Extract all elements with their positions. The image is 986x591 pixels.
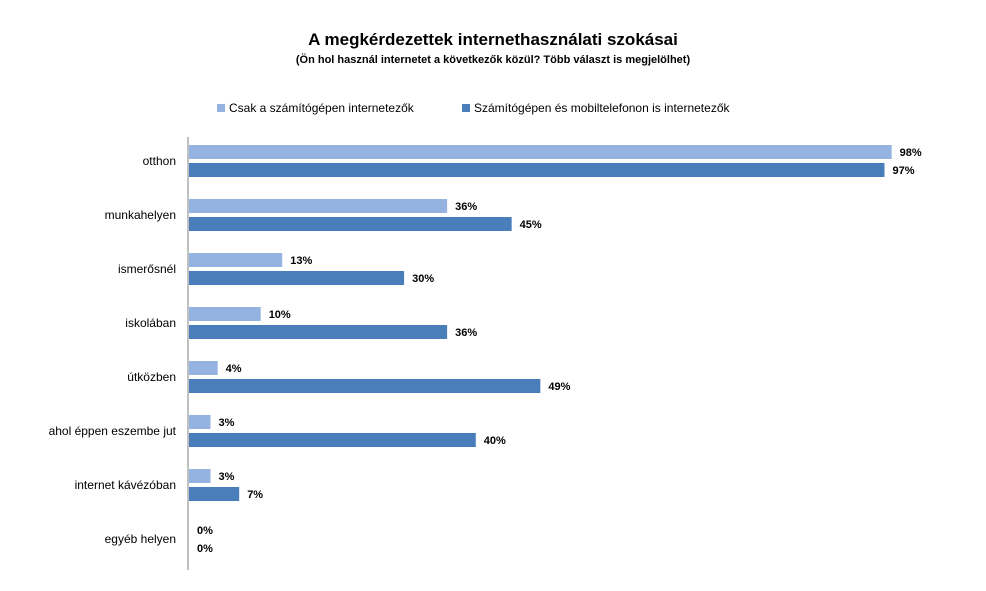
bar [189,217,512,231]
data-label: 49% [548,381,570,393]
data-label: 36% [455,327,477,339]
data-label: 10% [269,309,291,321]
bar [189,145,892,159]
bar [189,199,448,213]
data-label: 0% [197,543,213,555]
legend-label-series-2: Számítógépen és mobiltelefonon is intern… [474,101,730,115]
data-label: 3% [219,417,235,429]
category-label: egyéb helyen [105,532,176,546]
data-label: 36% [455,201,477,213]
bar [189,253,283,267]
data-label: 13% [290,255,312,267]
bar [189,469,211,483]
data-label: 30% [412,273,434,285]
category-label: internet kávézóban [75,478,176,492]
data-label: 45% [520,219,542,231]
bar [189,163,885,177]
bar [189,307,261,321]
category-label: útközben [127,370,176,384]
bar [189,487,240,501]
legend-item-series-2: Számítógépen és mobiltelefonon is intern… [462,101,730,115]
chart-subtitle: (Ön hol használ internetet a következők … [295,54,691,66]
bar [189,271,405,285]
legend: Csak a számítógépen internetezők Számító… [0,101,986,117]
category-label: ismerősnél [118,262,176,276]
data-label: 3% [219,471,235,483]
bar [189,433,476,447]
bar [189,325,448,339]
bar [189,415,211,429]
data-label: 40% [484,435,506,447]
category-label: ahol éppen eszembe jut [49,424,177,438]
data-label: 4% [226,363,242,375]
bar [189,379,541,393]
data-label: 0% [197,525,213,537]
bar [189,361,218,375]
data-label: 98% [900,147,922,159]
legend-item-series-1: Csak a számítógépen internetezők [217,101,414,115]
data-label: 7% [247,489,263,501]
legend-swatch-series-2 [462,104,470,112]
data-label: 97% [892,165,914,177]
chart-title: A megkérdezettek internethasználati szok… [308,30,678,49]
category-label: otthon [143,154,176,168]
category-label: iskolában [125,316,176,330]
legend-label-series-1: Csak a számítógépen internetezők [229,101,414,115]
category-label: munkahelyen [105,208,176,222]
legend-swatch-series-1 [217,104,225,112]
